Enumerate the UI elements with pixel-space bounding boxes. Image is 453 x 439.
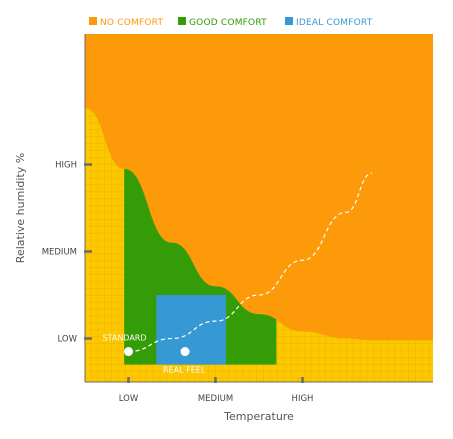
point-standard bbox=[124, 347, 133, 357]
plot-area: STANDARD REAL FEEL bbox=[85, 34, 433, 382]
x-axis-title: Temperature bbox=[223, 410, 294, 423]
legend-label-no-comfort: NO COMFORT bbox=[100, 18, 163, 28]
region-no-comfort bbox=[85, 34, 433, 341]
point-label-real-feel: REAL FEEL bbox=[163, 366, 206, 375]
legend-swatch-no-comfort bbox=[89, 17, 97, 25]
legend-swatch-ideal-comfort bbox=[285, 17, 293, 25]
y-tick-label: HIGH bbox=[55, 161, 77, 171]
comfort-curve bbox=[128, 172, 373, 353]
axes: LOW MEDIUM HIGH LOW MEDIUM HIGH bbox=[42, 34, 433, 404]
x-tick-label: HIGH bbox=[292, 394, 314, 404]
x-tick-label: LOW bbox=[119, 394, 139, 404]
region-ideal-comfort bbox=[156, 295, 226, 365]
y-axis-title: Relative humidity % bbox=[14, 153, 27, 263]
point-label-standard: STANDARD bbox=[103, 334, 147, 343]
legend-swatch-good-comfort bbox=[178, 17, 186, 25]
y-tick-label: LOW bbox=[57, 335, 77, 345]
point-real-feel bbox=[180, 347, 190, 357]
legend-label-good-comfort: GOOD COMFORT bbox=[189, 18, 267, 28]
legend: NO COMFORT GOOD COMFORT IDEAL COMFORT bbox=[89, 17, 373, 28]
y-tick-label: MEDIUM bbox=[42, 248, 77, 258]
x-tick-label: MEDIUM bbox=[198, 394, 233, 404]
legend-label-ideal-comfort: IDEAL COMFORT bbox=[296, 18, 373, 28]
